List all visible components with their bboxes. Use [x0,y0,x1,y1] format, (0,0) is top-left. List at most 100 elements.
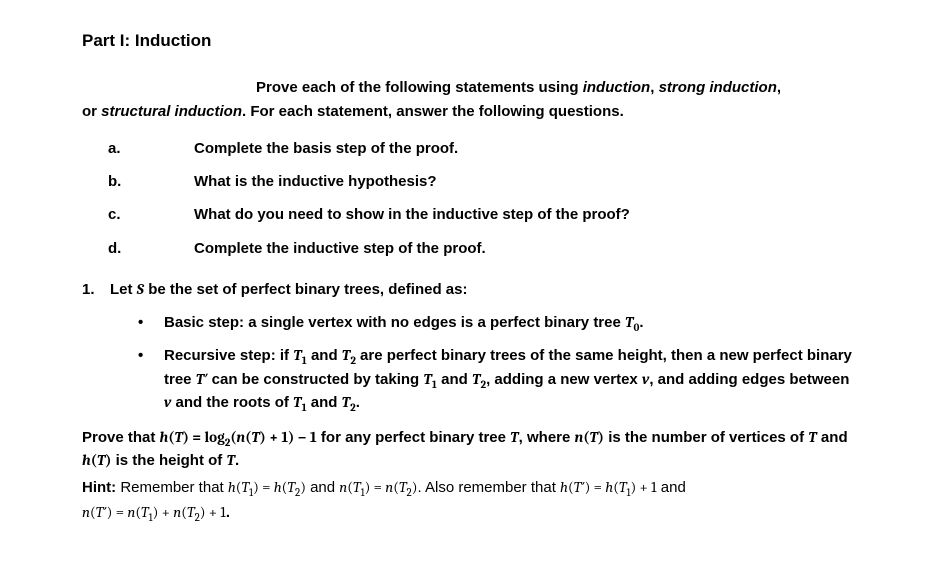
b2-and-2: and [437,371,472,388]
intro-paragraph: Prove each of the following statements u… [82,76,855,123]
keyword-strong-induction: strong induction [659,79,777,96]
math-T-2: T [251,428,260,446]
stmt-b: for any perfect binary tree [317,429,510,446]
keyword-induction: induction [583,79,651,96]
math-h-2: h [82,451,91,469]
substep-c-label: c. [82,203,144,226]
question-1: 1. Let S be the set of perfect binary tr… [82,278,855,525]
intro-text-2a: or [82,103,101,120]
hint-eq-4: = [112,503,127,521]
b2-d: , adding a new vertex [486,371,642,388]
hint-n-3: n [82,503,90,521]
q1-bullet-1: • Basic step: a single vertex with no ed… [82,311,855,334]
bullet-icon: • [82,311,158,334]
intro-text-2b: . For each statement, answer the followi… [242,103,624,120]
b2-a: Recursive step: if [164,347,293,364]
hint-b: . Also remember that [417,479,560,496]
math-T1b: T [423,370,432,388]
hint-dot: . [226,504,230,521]
stmt-c: , where [519,429,575,446]
intro-text-1: Prove each of the following statements u… [256,79,583,96]
b2-and-3: and [307,394,342,411]
b1-dot: . [639,314,643,331]
substep-d-label: d. [82,237,144,260]
substep-c-text: What do you need to show in the inductiv… [194,203,855,226]
substep-b-text: What is the inductive hypothesis? [194,170,855,193]
math-T-4: T [589,428,598,446]
hint-eq-2: = [370,478,385,496]
hint-Tp-2: T′ [96,503,107,521]
b2-e: , and adding edges between [649,371,849,388]
math-rest: ) + 1) − 1 [260,428,317,446]
math-T1: T [293,346,302,364]
hint-a: Remember that [116,479,228,496]
intro-sep-1: , [650,79,658,96]
substep-a-label: a. [82,137,144,160]
hint-plus1-1: + 1 [636,478,656,496]
hint-T-4: T [399,478,407,496]
keyword-structural-induction: structural induction [101,103,242,120]
math-T-1: T [174,428,183,446]
stmt-f: is the height of [111,452,226,469]
stmt-a: Prove that [82,429,160,446]
substep-list: a. Complete the basis step of the proof.… [82,137,855,260]
b1-text: Basic step: a single vertex with no edge… [164,314,625,331]
hint-eq-1: = [259,478,274,496]
substep-d-text: Complete the inductive step of the proof… [194,237,855,260]
hint-plus1-2: + 1 [206,503,226,521]
b2-c: can be constructed by taking [208,371,424,388]
math-T-7: T [226,451,235,469]
hint-T-5: T [619,478,627,496]
substep-c: c. What do you need to show in the induc… [82,203,855,226]
q1-statement: Prove that h(T) = log2(n(T) + 1) − 1 for… [82,426,855,473]
part-title: Part I: Induction [82,28,855,54]
math-Tprime: T′ [196,370,208,388]
hint-h-1: h [228,478,236,496]
hint-plus: + [158,503,173,521]
math-S: S [137,280,144,298]
math-T: T [625,313,634,331]
bullet-icon: • [82,344,158,414]
q1-hint: Hint: Remember that h(T1) = h(T2) and n(… [82,475,855,525]
math-h: h [160,428,169,446]
hint-and-1: and [306,479,339,496]
b2-and-1: and [307,347,342,364]
q1-lead-a: Let [110,281,137,298]
hint-T-1: T [242,478,250,496]
hint-T-7: T [187,503,195,521]
hint-T-3: T [353,478,361,496]
hint-label: Hint: [82,479,116,496]
substep-b: b. What is the inductive hypothesis? [82,170,855,193]
substep-d: d. Complete the inductive step of the pr… [82,237,855,260]
hint-and-2: and [657,479,686,496]
hint-h-3: h [560,478,568,496]
math-T1c: T [293,393,302,411]
q1-bullet-2: • Recursive step: if T1 and T2 are perfe… [82,344,855,414]
stmt-e: and [817,429,848,446]
q1-bullet-list: • Basic step: a single vertex with no ed… [82,311,855,414]
hint-Tp-1: T′ [574,478,585,496]
substep-a-text: Complete the basis step of the proof. [194,137,855,160]
math-n-2: n [575,428,584,446]
intro-sep-2: , [777,79,781,96]
page: Part I: Induction Prove each of the foll… [0,0,937,561]
q1-lead: 1. Let S be the set of perfect binary tr… [82,278,855,301]
math-n-1: n [236,428,245,446]
b2-dot: . [356,394,360,411]
substep-b-label: b. [82,170,144,193]
q1-lead-b: be the set of perfect binary trees, defi… [144,281,467,298]
hint-T-6: T [141,503,149,521]
math-T-5: T [808,428,817,446]
math-T2c: T [342,393,351,411]
hint-T-2: T [287,478,295,496]
stmt-dot: . [235,452,239,469]
hint-eq-3: = [590,478,605,496]
math-log: log [204,428,224,446]
math-eq-1: = [189,428,204,446]
hint-h-2: h [274,478,282,496]
b2-f: and the roots of [171,394,293,411]
q1-number: 1. [82,278,110,301]
stmt-d: is the number of vertices of [604,429,808,446]
math-T-3: T [510,428,519,446]
substep-a: a. Complete the basis step of the proof. [82,137,855,160]
